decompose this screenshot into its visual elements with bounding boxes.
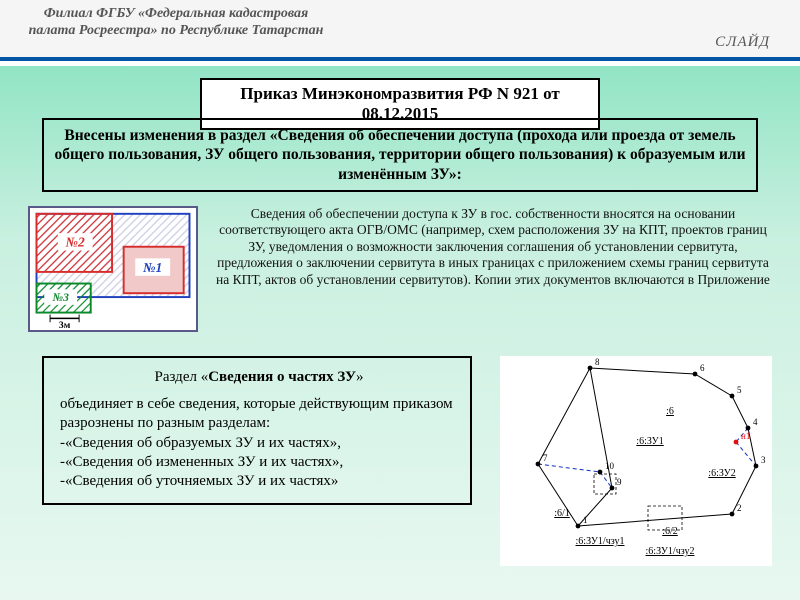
svg-text:6: 6 xyxy=(700,363,705,373)
parcel-figure: №1 №2 №3 3м xyxy=(28,206,198,332)
svg-text:№3: №3 xyxy=(51,291,69,304)
parts-lead: объединяет в себе сведения, которые дейс… xyxy=(60,395,458,433)
org-name: Филиал ФГБУ «Федеральная кадастровая пал… xyxy=(26,6,326,40)
svg-text::6:ЗУ1: :6:ЗУ1 xyxy=(636,436,663,447)
parts-item: -«Сведения об уточняемых ЗУ и их частях» xyxy=(60,472,458,491)
schema-figure: 8 6 5 4 3 2 н1 7 1 910 :6 :6:ЗУ1 :6:ЗУ2 :6/1 :6:ЗУ1/чз… xyxy=(500,356,772,566)
parts-item: -«Сведения об измененных ЗУ и их частях»… xyxy=(60,453,458,472)
info-paragraph: Сведения об обеспечении доступа к ЗУ в г… xyxy=(214,206,772,288)
svg-text::6: :6 xyxy=(666,406,674,417)
changes-box: Внесены изменения в раздел «Сведения об … xyxy=(42,118,758,192)
svg-text::6:ЗУ1/чзу1: :6:ЗУ1/чзу1 xyxy=(576,536,625,547)
svg-text:3м: 3м xyxy=(59,320,71,330)
svg-text::6:ЗУ1/чзу2: :6:ЗУ1/чзу2 xyxy=(646,546,695,557)
svg-text:8: 8 xyxy=(595,357,600,367)
parts-heading-post: » xyxy=(356,369,364,385)
svg-text:7: 7 xyxy=(543,453,548,463)
parts-box: Раздел «Сведения о частях ЗУ» объединяет… xyxy=(42,356,472,505)
parts-item: -«Сведения об образуемых ЗУ и их частях»… xyxy=(60,434,458,453)
svg-text:4: 4 xyxy=(753,417,758,427)
parts-heading: Раздел «Сведения о частях ЗУ» xyxy=(60,368,458,387)
svg-text:10: 10 xyxy=(605,461,615,471)
svg-text::6/1: :6/1 xyxy=(554,508,570,519)
svg-text:№1: №1 xyxy=(142,260,162,275)
svg-text::6:ЗУ2: :6:ЗУ2 xyxy=(708,468,735,479)
svg-text::6/2: :6/2 xyxy=(662,526,678,537)
svg-text:№2: №2 xyxy=(65,235,85,250)
svg-text:5: 5 xyxy=(737,385,742,395)
svg-text:2: 2 xyxy=(737,503,742,513)
slide-label: СЛАЙД xyxy=(715,34,770,51)
parts-heading-bold: Сведения о частях ЗУ xyxy=(208,369,356,385)
svg-text:3: 3 xyxy=(761,455,766,465)
svg-text:1: 1 xyxy=(583,515,588,525)
svg-text:9: 9 xyxy=(617,477,622,487)
svg-text:н1: н1 xyxy=(741,431,750,441)
parts-heading-pre: Раздел « xyxy=(155,369,209,385)
